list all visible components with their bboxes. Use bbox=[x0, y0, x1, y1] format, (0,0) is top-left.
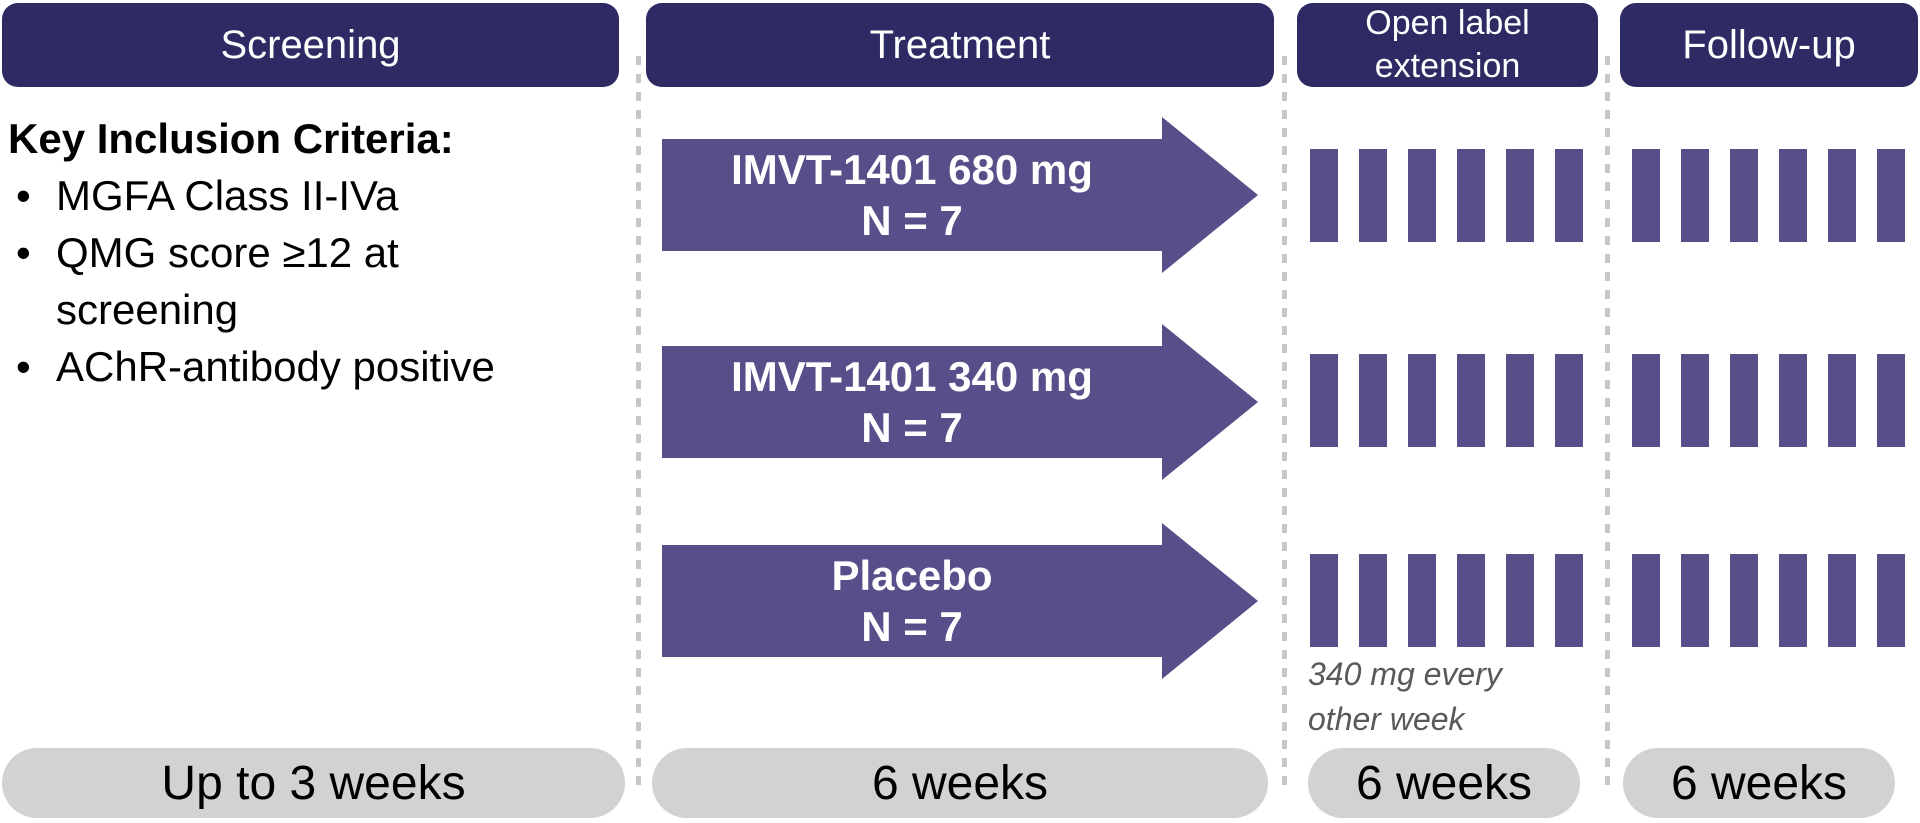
follow-up-dose-ticks-row-3 bbox=[1632, 554, 1905, 647]
column-header-treatment: Treatment bbox=[646, 3, 1274, 87]
dose-tick bbox=[1359, 554, 1387, 647]
dose-tick bbox=[1877, 149, 1905, 242]
dose-tick bbox=[1681, 354, 1709, 447]
treatment-arm-680mg-label: IMVT-1401 680 mg N = 7 bbox=[662, 139, 1162, 251]
inclusion-criteria-list: MGFA Class II-IVa QMG score ≥12 at scree… bbox=[8, 167, 528, 395]
dose-tick bbox=[1828, 554, 1856, 647]
dose-tick bbox=[1310, 149, 1338, 242]
dose-tick bbox=[1828, 149, 1856, 242]
dose-tick bbox=[1457, 149, 1485, 242]
extension-dose-ticks-row-1 bbox=[1310, 149, 1583, 242]
arrow-head-icon bbox=[1162, 523, 1258, 679]
treatment-arm-680mg: IMVT-1401 680 mg N = 7 bbox=[662, 117, 1262, 273]
dose-tick bbox=[1359, 354, 1387, 447]
column-divider-2 bbox=[1282, 56, 1287, 790]
dose-tick bbox=[1730, 554, 1758, 647]
arm-n-label: N = 7 bbox=[861, 603, 963, 650]
dose-tick bbox=[1779, 354, 1807, 447]
inclusion-criteria: Key Inclusion Criteria: MGFA Class II-IV… bbox=[8, 110, 528, 395]
treatment-arm-340mg-label: IMVT-1401 340 mg N = 7 bbox=[662, 346, 1162, 458]
extension-dose-ticks-row-2 bbox=[1310, 354, 1583, 447]
column-header-open-label-extension-label: Open label extension bbox=[1365, 4, 1530, 85]
dose-tick bbox=[1730, 149, 1758, 242]
dose-tick bbox=[1310, 354, 1338, 447]
dose-tick bbox=[1408, 354, 1436, 447]
column-divider-3 bbox=[1605, 56, 1610, 790]
extension-dose-note: 340 mg every other week bbox=[1308, 656, 1502, 737]
dose-tick bbox=[1506, 354, 1534, 447]
dose-tick bbox=[1877, 554, 1905, 647]
dose-tick bbox=[1506, 554, 1534, 647]
inclusion-criterion: QMG score ≥12 at screening bbox=[8, 224, 528, 338]
dose-tick bbox=[1408, 149, 1436, 242]
dose-tick bbox=[1310, 554, 1338, 647]
arm-dose-label: IMVT-1401 680 mg bbox=[731, 146, 1093, 193]
follow-up-dose-ticks-row-1 bbox=[1632, 149, 1905, 242]
dose-tick bbox=[1632, 554, 1660, 647]
dose-tick bbox=[1506, 149, 1534, 242]
arm-n-label: N = 7 bbox=[861, 404, 963, 451]
duration-pill-screening: Up to 3 weeks bbox=[2, 748, 625, 818]
dose-tick bbox=[1632, 149, 1660, 242]
arm-n-label: N = 7 bbox=[861, 197, 963, 244]
dose-tick bbox=[1681, 554, 1709, 647]
dose-tick bbox=[1779, 554, 1807, 647]
dose-tick bbox=[1555, 354, 1583, 447]
treatment-arm-340mg: IMVT-1401 340 mg N = 7 bbox=[662, 324, 1262, 480]
column-header-screening: Screening bbox=[2, 3, 619, 87]
treatment-arm-placebo-label: Placebo N = 7 bbox=[662, 545, 1162, 657]
arm-dose-label: IMVT-1401 340 mg bbox=[731, 353, 1093, 400]
dose-tick bbox=[1877, 354, 1905, 447]
duration-pill-follow-up: 6 weeks bbox=[1623, 748, 1895, 818]
dose-tick bbox=[1359, 149, 1387, 242]
treatment-arm-placebo: Placebo N = 7 bbox=[662, 523, 1262, 679]
dose-tick bbox=[1457, 354, 1485, 447]
follow-up-dose-ticks-row-2 bbox=[1632, 354, 1905, 447]
dose-tick bbox=[1779, 149, 1807, 242]
dose-tick bbox=[1632, 354, 1660, 447]
duration-pill-treatment: 6 weeks bbox=[652, 748, 1268, 818]
column-header-follow-up: Follow-up bbox=[1620, 3, 1918, 87]
column-header-open-label-extension: Open label extension bbox=[1297, 3, 1598, 87]
extension-dose-ticks-row-3 bbox=[1310, 554, 1583, 647]
dose-tick bbox=[1681, 149, 1709, 242]
column-divider-1 bbox=[636, 56, 641, 790]
inclusion-criteria-title: Key Inclusion Criteria: bbox=[8, 115, 454, 162]
dose-tick bbox=[1730, 354, 1758, 447]
inclusion-criterion: AChR-antibody positive bbox=[8, 338, 528, 395]
duration-pill-open-label-extension: 6 weeks bbox=[1308, 748, 1580, 818]
arrow-head-icon bbox=[1162, 117, 1258, 273]
arm-dose-label: Placebo bbox=[831, 552, 993, 599]
dose-tick bbox=[1828, 354, 1856, 447]
dose-tick bbox=[1457, 554, 1485, 647]
dose-tick bbox=[1555, 554, 1583, 647]
inclusion-criterion: MGFA Class II-IVa bbox=[8, 167, 528, 224]
dose-tick bbox=[1555, 149, 1583, 242]
dose-tick bbox=[1408, 554, 1436, 647]
arrow-head-icon bbox=[1162, 324, 1258, 480]
